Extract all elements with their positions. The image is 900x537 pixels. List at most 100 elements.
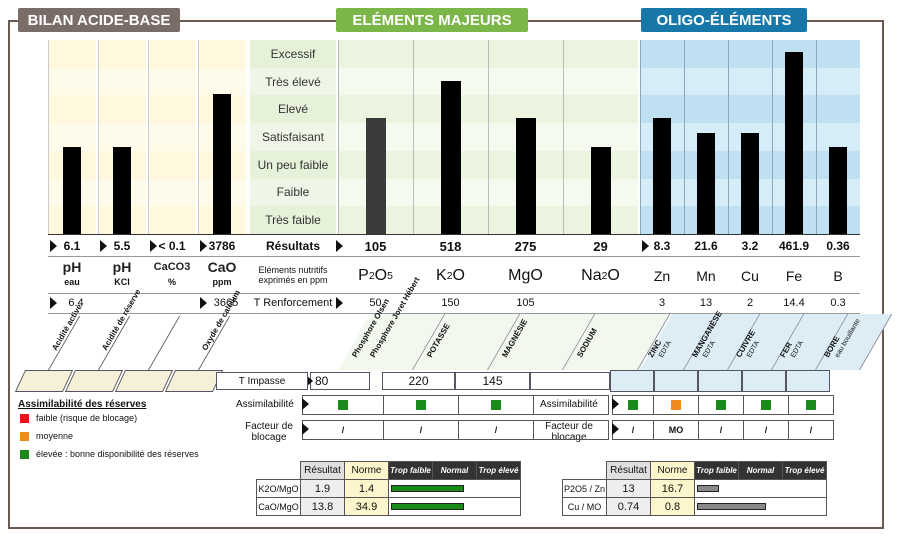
facteur-cell: / (341, 425, 345, 435)
acid-bar (113, 146, 131, 234)
facteur-cell: / (788, 421, 833, 439)
oli-col-1-band (684, 95, 728, 124)
ref-arrow-icon (200, 297, 207, 309)
divider (148, 40, 149, 234)
ratio-cell: 0.8 (650, 497, 695, 516)
majeur-bar (515, 117, 536, 234)
row-line (48, 293, 860, 294)
maj-col-2-band (488, 67, 563, 96)
ratio-cell: 1.4 (344, 479, 389, 498)
oligo-renf: 2 (746, 297, 754, 309)
oligo-bar (697, 133, 715, 234)
oligo-result: 0.36 (826, 239, 850, 253)
levels-col-band (250, 95, 336, 124)
resultats-label: Résultats (265, 239, 321, 253)
acid-col-3-band (198, 40, 246, 68)
result-arrow-icon (100, 240, 107, 252)
assim-cell (613, 396, 653, 414)
row-line (48, 313, 860, 314)
divider (488, 40, 489, 234)
green-square-icon (628, 400, 638, 410)
acid-tag (64, 370, 124, 392)
ratio-cell: Cu / MO (562, 497, 607, 516)
maj-col-2-band (488, 40, 563, 68)
impasse-label: T Impasse (216, 372, 308, 390)
acid-bar (213, 94, 231, 234)
majeur-name: Na 2 O (581, 267, 620, 284)
oligo-bar (829, 146, 847, 234)
acid-col-2-band (148, 178, 196, 207)
oligo-result: 3.2 (741, 239, 759, 253)
acid-col-0-band (48, 95, 96, 124)
green-square-icon (716, 400, 726, 410)
renforcement-label: T Renforcement (253, 297, 333, 309)
facteur-row: / MO / / / (612, 420, 834, 440)
acid-result: 5.5 (113, 239, 131, 253)
maj-col-3-band (563, 95, 638, 124)
ratio-row: P2O5 / Zn 13 16.7 (562, 479, 827, 498)
ratio-bar-cell (388, 497, 521, 516)
section-title-oligo: OLIGO-ÉLÉMENTS (641, 8, 807, 32)
acid-col-2-band (148, 150, 196, 179)
acid-name: CaCO3 (153, 261, 191, 273)
oli-col-1-band (684, 40, 728, 68)
impasse-value: 145 (455, 372, 530, 390)
impasse-value: 80 (310, 372, 370, 390)
green-square-icon (416, 400, 426, 410)
legend-text: moyenne (36, 431, 74, 441)
majeur-result: 275 (514, 238, 537, 254)
acid-unit: ppm (212, 277, 232, 287)
acid-ref: 6.4 (68, 297, 84, 309)
assim-cell (533, 396, 608, 414)
green-square-icon (806, 400, 816, 410)
oli-col-4-band (816, 40, 860, 68)
ratio-bar (391, 503, 464, 510)
level-label: Satisfaisant (261, 129, 325, 144)
divider (563, 40, 564, 234)
acid-unit: KCl (114, 277, 130, 287)
row-arrow-icon (612, 398, 619, 410)
acid-tag (114, 370, 174, 392)
section-title-majeurs: ELÉMENTS MAJEURS (336, 8, 528, 32)
result-arrow-icon (150, 240, 157, 252)
oligo-box (698, 370, 742, 392)
divider (198, 40, 199, 234)
ratio-cell: P2O5 / Zn (562, 479, 607, 498)
facteur-cell: / (743, 421, 788, 439)
impasse-arrow-icon (306, 375, 313, 387)
result-arrow-icon (200, 240, 207, 252)
acid-col-0-band (48, 123, 96, 151)
ratio-bar (391, 485, 464, 492)
ratio-bar-cell (694, 497, 827, 516)
levels-col-band (250, 123, 336, 151)
oligo-bar (653, 117, 671, 234)
ratio-table-right: Résultat Norme Trop faible Normal Trop élevé… (562, 461, 827, 516)
facteur-label-right: Facteur de blocage (545, 421, 593, 443)
ratio-cell: 13.8 (300, 497, 345, 516)
orange-square-icon (671, 400, 681, 410)
assim-label-right: Assimilabilité (540, 399, 598, 410)
acid-col-2-band (148, 123, 196, 151)
facteur-cell: / (698, 421, 743, 439)
ratio-cell: 1.9 (300, 479, 345, 498)
divider (338, 40, 339, 234)
oli-col-4-band (816, 123, 860, 151)
levels-col-band (250, 40, 336, 68)
result-arrow-icon (642, 240, 649, 252)
acid-col-2-band (148, 67, 196, 96)
acid-col-0-band (48, 67, 96, 96)
acid-col-1-band (98, 95, 146, 124)
row-arrow-icon (612, 423, 619, 435)
ratio-cell: CaO/MgO (256, 497, 301, 516)
section-title-bilan: BILAN ACIDE-BASE (18, 8, 180, 32)
acid-result: 3786 (208, 239, 236, 253)
divider (98, 40, 99, 234)
level-label: Un peu faible (257, 157, 329, 172)
facteur-cell (533, 421, 608, 439)
ratio-bar-cell (694, 479, 827, 498)
acid-result: < 0.1 (158, 239, 186, 253)
levels-col-band (250, 67, 336, 96)
acid-unit: % (167, 277, 176, 287)
oligo-name: Fe (785, 268, 803, 284)
